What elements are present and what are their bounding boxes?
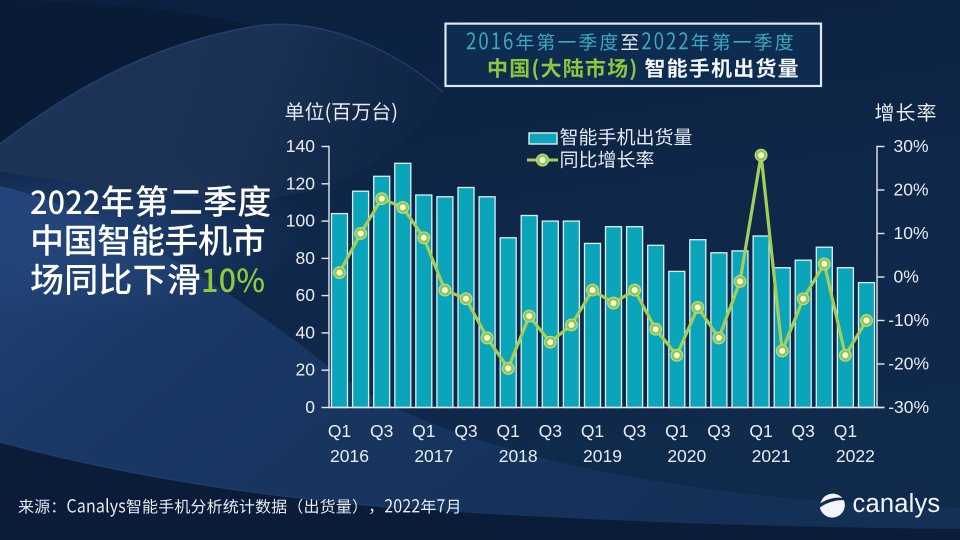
svg-text:20%: 20% bbox=[894, 180, 929, 200]
svg-text:20: 20 bbox=[296, 360, 316, 380]
svg-text:Q3: Q3 bbox=[454, 421, 477, 441]
svg-text:Q1: Q1 bbox=[665, 421, 688, 441]
svg-text:10%: 10% bbox=[894, 223, 929, 243]
svg-text:2020: 2020 bbox=[667, 446, 706, 466]
svg-text:40: 40 bbox=[296, 322, 316, 342]
svg-text:canalys: canalys bbox=[853, 490, 941, 518]
svg-text:2021: 2021 bbox=[752, 446, 791, 466]
svg-text:2017: 2017 bbox=[414, 446, 453, 466]
svg-text:140: 140 bbox=[286, 136, 315, 156]
svg-text:Q3: Q3 bbox=[623, 421, 646, 441]
svg-text:Q1: Q1 bbox=[749, 421, 772, 441]
svg-text:Q3: Q3 bbox=[370, 421, 393, 441]
svg-text:2019: 2019 bbox=[583, 446, 622, 466]
svg-text:2016: 2016 bbox=[330, 446, 369, 466]
svg-text:-10%: -10% bbox=[888, 310, 929, 330]
svg-text:Q3: Q3 bbox=[792, 421, 815, 441]
svg-text:30%: 30% bbox=[894, 136, 929, 156]
svg-text:2022: 2022 bbox=[836, 446, 875, 466]
svg-text:120: 120 bbox=[286, 173, 315, 193]
svg-text:-20%: -20% bbox=[888, 354, 929, 374]
svg-text:60: 60 bbox=[296, 285, 316, 305]
svg-text:100: 100 bbox=[286, 211, 315, 231]
svg-text:Q3: Q3 bbox=[707, 421, 730, 441]
svg-text:Q1: Q1 bbox=[581, 421, 604, 441]
svg-text:0: 0 bbox=[305, 397, 315, 417]
svg-text:Q1: Q1 bbox=[328, 421, 351, 441]
svg-text:2018: 2018 bbox=[499, 446, 538, 466]
svg-text:Q1: Q1 bbox=[412, 421, 435, 441]
svg-text:0%: 0% bbox=[894, 267, 919, 287]
svg-text:80: 80 bbox=[296, 248, 316, 268]
svg-text:Q3: Q3 bbox=[539, 421, 562, 441]
svg-text:Q1: Q1 bbox=[834, 421, 857, 441]
svg-text:Q1: Q1 bbox=[497, 421, 520, 441]
svg-text:-30%: -30% bbox=[888, 397, 929, 417]
